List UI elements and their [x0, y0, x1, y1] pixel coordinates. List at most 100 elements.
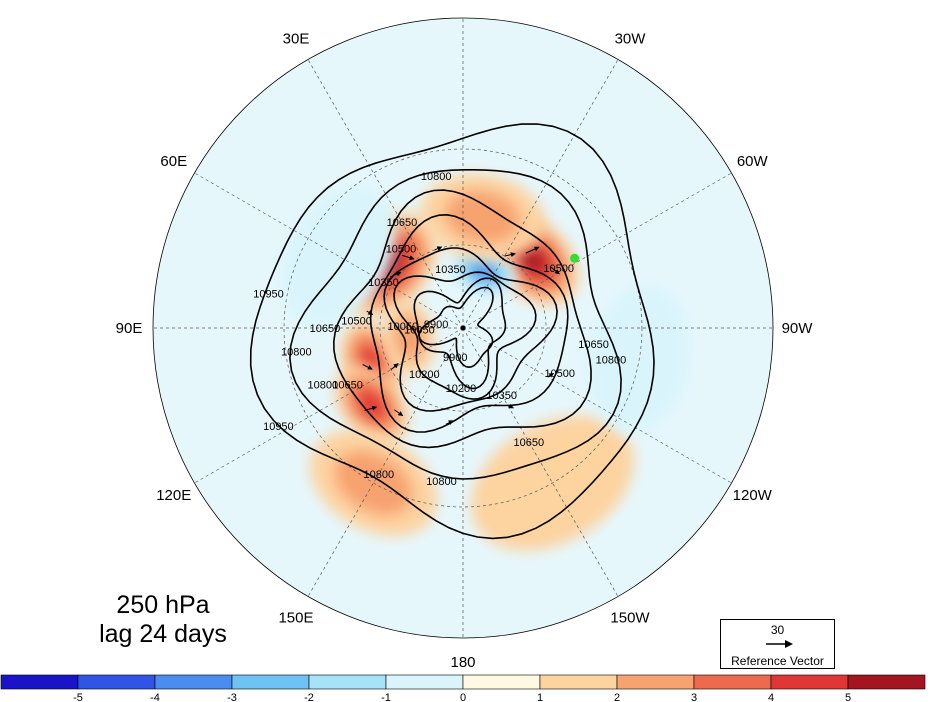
colorbar-ticks: -5 -4 -3 -2 -1 0 1 2 3 4 5 [73, 692, 851, 702]
colorbar-box [847, 674, 926, 690]
contour-label: 10050 [404, 325, 435, 337]
colorbar-tick-label: 2 [614, 692, 620, 702]
wind-vectors [362, 246, 580, 425]
wind-vector [547, 372, 555, 378]
contour-10350 [383, 247, 558, 412]
longitude-label: 120E [156, 487, 191, 504]
meridian-line [307, 327, 464, 597]
contour-label: 10650 [332, 379, 363, 391]
contour-label: 10200 [446, 383, 477, 395]
wind-vector [362, 364, 373, 370]
colorbar-box [154, 674, 233, 690]
contour-label: 10800 [308, 380, 339, 392]
longitude-labels: 0 30W 60W 90W 120W 150W 180 150E 120E 90E 60E 30E [116, 0, 814, 671]
contour-label: 10500 [544, 368, 575, 380]
contour-9900 [418, 286, 494, 369]
contour-label: 10350 [435, 264, 466, 276]
colorbar-tick-label: -1 [381, 692, 391, 702]
colorbar-box [308, 674, 387, 690]
wind-vector [394, 409, 404, 417]
colorbar-tick-label: -4 [150, 692, 160, 702]
reference-vector-magnitude: 30 [770, 623, 785, 637]
north-pole-dot [460, 325, 466, 331]
contour-10050 [413, 277, 507, 390]
meridian-line [194, 327, 464, 484]
contour-label: 10950 [253, 289, 284, 301]
contour-label: 10800 [364, 469, 395, 481]
colorbar-box [77, 674, 156, 690]
contour-label: 10800 [421, 171, 452, 183]
geopotential-height-contours [249, 123, 655, 540]
colorbar: -5 -4 -3 -2 -1 0 1 2 3 4 5 [0, 674, 926, 702]
anomaly-blob [420, 173, 545, 261]
colorbar-box [693, 674, 772, 690]
wind-vector [525, 246, 540, 254]
wind-vector [550, 266, 560, 275]
colorbar-box [539, 674, 618, 690]
contour-label: 10650 [513, 437, 544, 449]
station-marker [570, 253, 580, 263]
anomaly-blob [449, 246, 518, 297]
contour-label: 10650 [578, 339, 609, 351]
reference-vector-label: Reference Vector [731, 654, 824, 668]
wind-vector [504, 252, 516, 258]
colorbar-tick-label: 0 [460, 692, 466, 702]
longitude-label: 0 [459, 0, 467, 3]
meridian-line [462, 172, 732, 329]
contour-label: 10950 [263, 421, 294, 433]
longitude-label: 120W [733, 487, 773, 504]
longitude-label: 30W [615, 31, 647, 48]
polar-disk-border [152, 17, 774, 639]
colorbar-tick-label: -2 [304, 692, 314, 702]
caption-level: 250 hPa [116, 591, 210, 619]
longitude-label: 90W [782, 320, 814, 337]
polar-disk [153, 18, 773, 638]
meridian-line [462, 59, 619, 329]
longitude-label: 150W [610, 609, 650, 626]
contour-label: 10050 [387, 321, 418, 333]
longitude-label: 180 [450, 654, 475, 671]
colorbar-boxes [0, 674, 926, 690]
contour-10200 [393, 271, 537, 400]
contour-label: 10500 [543, 263, 574, 275]
contour-label: 10800 [426, 476, 457, 488]
colorbar-box [0, 674, 79, 690]
contour-label: 10650 [310, 323, 341, 335]
contour-label: 10650 [387, 217, 418, 229]
anomaly-blob [334, 364, 410, 445]
colorbar-box [770, 674, 849, 690]
graticule [153, 18, 773, 638]
meridian-line [307, 59, 464, 329]
caption-lag: lag 24 days [99, 620, 227, 648]
colorbar-box [462, 674, 541, 690]
wind-vector [389, 271, 402, 278]
reference-vector-box: 30 Reference Vector [720, 619, 835, 669]
contour-label: 10500 [341, 316, 372, 328]
wind-vector [366, 310, 374, 316]
contour-label: 10200 [409, 369, 440, 381]
longitude-label: 90E [116, 320, 143, 337]
colorbar-box [616, 674, 695, 690]
contour-label: 10500 [386, 244, 417, 256]
contour-label: 10800 [281, 346, 312, 358]
colorbar-tick-label: -3 [227, 692, 237, 702]
figure-caption: 250 hPa lag 24 days [78, 591, 248, 649]
contour-label: 9900 [443, 352, 467, 364]
longitude-label: 60E [160, 153, 187, 170]
meridian-line [462, 327, 619, 597]
contour-label: 9900 [424, 319, 448, 331]
colorbar-tick-label: -5 [73, 692, 83, 702]
wind-vector [390, 363, 399, 370]
meridian-line [462, 327, 732, 484]
contour-10650 [332, 189, 592, 449]
colorbar-tick-label: 5 [845, 692, 851, 702]
wind-vector [445, 420, 454, 425]
contour-label: 10350 [368, 277, 399, 289]
longitude-label: 30E [283, 31, 310, 48]
contour-label: 10350 [486, 390, 517, 402]
longitude-label: 60W [737, 153, 769, 170]
colorbar-tick-label: 1 [537, 692, 543, 702]
latitude-circle [283, 148, 643, 508]
longitude-label: 150E [278, 609, 313, 626]
